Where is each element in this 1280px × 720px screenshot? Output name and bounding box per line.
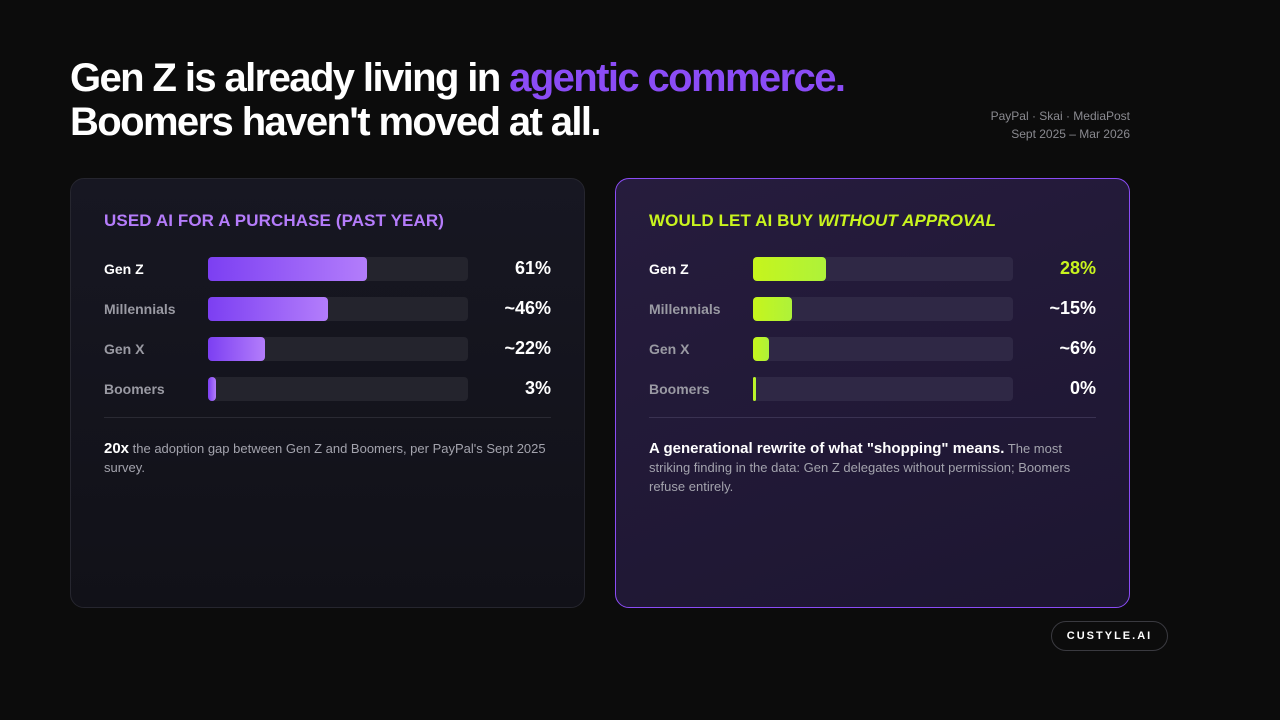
- bar: [753, 337, 769, 361]
- category-label: Millennials: [649, 301, 721, 317]
- note-text: the adoption gap between Gen Z and Boome…: [104, 441, 546, 475]
- value-label: ~22%: [504, 338, 551, 358]
- bar-track: [753, 377, 1013, 401]
- source-line-1: PayPal · Skai · MediaPost: [990, 109, 1130, 123]
- category-label: Millennials: [104, 301, 176, 317]
- ai-purchase-chart-title: USED AI FOR A PURCHASE (PAST YEAR): [104, 211, 444, 230]
- value-label: ~46%: [504, 298, 551, 318]
- note-text: The most striking finding in the data: G…: [649, 441, 1071, 494]
- brand-badge[interactable]: CUSTYLE.AI: [1051, 621, 1168, 651]
- divider: [649, 417, 1096, 418]
- bar-row: Boomers 3%: [104, 377, 551, 401]
- bar-row: Gen X ~6%: [649, 337, 1096, 361]
- title-part-1: Gen Z is already living in: [70, 56, 510, 100]
- bar-track: [753, 297, 1013, 321]
- bar-row: Gen Z 61%: [104, 257, 551, 281]
- source-line-2: Sept 2025 – Mar 2026: [1011, 127, 1130, 141]
- bar: [753, 377, 756, 401]
- ai-purchase-bars: Gen Z 61% Millennials ~46% Gen X ~22% Boomers 3…: [104, 257, 551, 401]
- bar-track: [208, 337, 468, 361]
- bar: [753, 257, 826, 281]
- category-label: Gen Z: [649, 261, 689, 277]
- ai-autonomous-chart-title: WOULD LET AI BUY WITHOUT APPROVAL: [649, 211, 1096, 235]
- bar: [208, 257, 367, 281]
- bar: [753, 297, 792, 321]
- bar-row: Millennials ~15%: [649, 297, 1096, 321]
- ai-autonomous-note: A generational rewrite of what "shopping…: [649, 439, 1096, 496]
- category-label: Gen Z: [104, 261, 144, 277]
- bar-row: Boomers 0%: [649, 377, 1096, 401]
- title-accent: agentic commerce.: [509, 56, 846, 100]
- value-label: ~6%: [1059, 338, 1096, 358]
- divider: [104, 417, 551, 418]
- value-label: 61%: [514, 258, 551, 278]
- ai-purchase-card: USED AI FOR A PURCHASE (PAST YEAR) Gen Z…: [70, 178, 585, 608]
- ai-autonomous-bars: Gen Z 28% Millennials ~15% Gen X ~6% Boomers 0%: [649, 257, 1096, 401]
- bar-track: [753, 257, 1013, 281]
- bar-row: Gen X ~22%: [104, 337, 551, 361]
- bar: [208, 337, 266, 361]
- bar: [208, 297, 328, 321]
- bar-track: [208, 377, 468, 401]
- note-highlight: A generational rewrite of what "shopping…: [649, 440, 1005, 457]
- bar-row: Millennials ~46%: [104, 297, 551, 321]
- title-line-2: Boomers haven't moved at all.: [70, 100, 602, 144]
- bar-row: Gen Z 28%: [649, 257, 1096, 281]
- title-emphasis: WITHOUT APPROVAL: [817, 211, 997, 230]
- bar-track: [753, 337, 1013, 361]
- value-label: 28%: [1059, 258, 1096, 278]
- title-plain: WOULD LET AI BUY: [649, 211, 818, 230]
- value-label: ~15%: [1049, 298, 1096, 318]
- category-label: Boomers: [104, 381, 165, 397]
- value-label: 0%: [1069, 378, 1096, 398]
- category-label: Gen X: [104, 341, 145, 357]
- bar: [208, 377, 216, 401]
- bar-track: [208, 297, 468, 321]
- ai-autonomous-card: WOULD LET AI BUY WITHOUT APPROVAL Gen Z 2…: [615, 178, 1130, 608]
- title-line-1: Gen Z is already living in agentic comme…: [70, 56, 846, 100]
- category-label: Boomers: [649, 381, 710, 397]
- bar-track: [208, 257, 468, 281]
- source-attribution: PayPal · Skai · MediaPost Sept 2025 – Ma…: [991, 107, 1130, 143]
- category-label: Gen X: [649, 341, 690, 357]
- value-label: 3%: [524, 378, 551, 398]
- ai-purchase-note: 20x the adoption gap between Gen Z and B…: [104, 439, 551, 477]
- note-highlight: 20x: [104, 440, 130, 457]
- page-title: Gen Z is already living in agentic comme…: [70, 56, 846, 144]
